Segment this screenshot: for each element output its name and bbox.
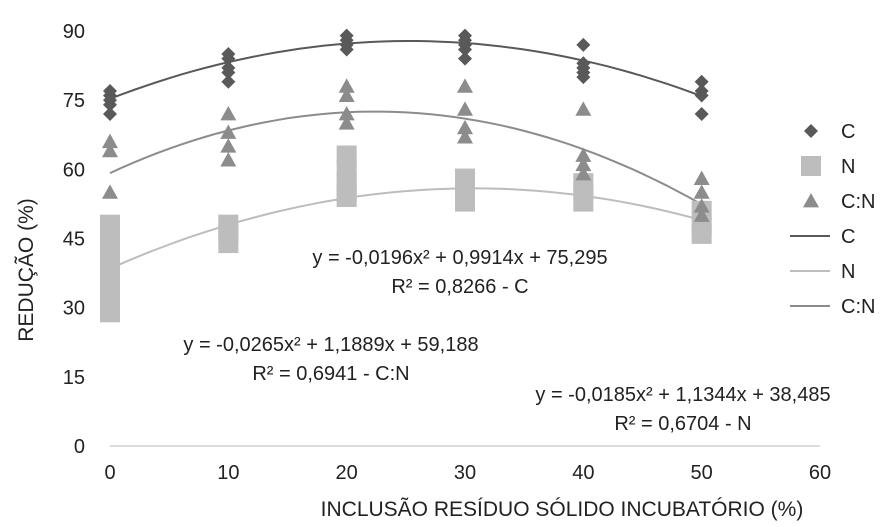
point-c (221, 74, 236, 89)
x-tick-label: 40 (572, 462, 594, 484)
point-c (694, 74, 709, 89)
point-cn (457, 78, 473, 93)
legend-label: C (841, 226, 855, 248)
point-n (691, 223, 712, 244)
point-c (576, 70, 591, 85)
point-cn (693, 207, 710, 222)
x-tick-label: 60 (809, 462, 831, 484)
x-tick-label: 30 (454, 462, 476, 484)
x-tick-label: 0 (104, 462, 115, 484)
point-n (218, 233, 239, 254)
point-n (100, 302, 120, 323)
y-tick-label: 15 (63, 367, 85, 389)
y-axis-label: REDUÇÃO (%) (14, 198, 38, 342)
legend-marker (804, 124, 818, 138)
point-cn (220, 152, 237, 167)
point-cn (575, 165, 592, 181)
point-cn (102, 133, 118, 149)
x-tick-labels: 0 10 20 30 40 50 60 (104, 462, 831, 484)
trend-lines (109, 40, 703, 270)
point-c (694, 107, 709, 121)
point-cn (575, 101, 592, 116)
point-cn (575, 156, 592, 172)
point-c (221, 51, 236, 66)
equation-c: y = -0,0196x² + 0,9914x + 75,295 (312, 247, 607, 269)
legend-label: N (841, 261, 855, 283)
point-cn (102, 184, 118, 199)
trendline-equations: y = -0,0196x² + 0,9914x + 75,295 R² = 0,… (183, 247, 830, 435)
x-tick-label: 10 (217, 462, 239, 484)
legend-label: C (841, 121, 855, 143)
point-n (455, 191, 475, 212)
y-tick-label: 90 (63, 21, 85, 43)
point-c (103, 97, 117, 112)
point-c (103, 107, 117, 121)
point-n (100, 270, 120, 290)
legend-label: C:N (841, 191, 875, 213)
point-n (573, 191, 594, 212)
point-cn (338, 115, 355, 130)
x-axis-label: INCLUSÃO RESÍDUO SÓLIDO INCUBATÓRIO (%) (321, 497, 804, 521)
point-cn (338, 78, 355, 93)
point-c (458, 42, 472, 57)
y-tick-label: 75 (63, 90, 85, 112)
point-cn (102, 142, 118, 158)
point-cn (338, 87, 355, 102)
point-cn (693, 184, 710, 199)
y-tick-labels: 0 15 30 45 60 75 90 (63, 21, 85, 458)
point-cn (457, 101, 473, 116)
y-tick-label: 0 (74, 436, 85, 458)
point-n (336, 187, 357, 207)
trendline-c (109, 40, 703, 100)
data-points (100, 28, 712, 323)
y-tick-label: 60 (63, 159, 85, 181)
point-cn (575, 147, 592, 162)
point-cn (693, 198, 710, 213)
point-cn (338, 106, 355, 121)
legend-marker (801, 156, 821, 176)
point-cn (457, 129, 473, 144)
point-c (339, 42, 354, 57)
point-c (458, 51, 472, 66)
point-c (694, 88, 709, 103)
point-cn (457, 119, 473, 135)
trendline-n (109, 187, 702, 270)
legend-marker (803, 193, 819, 208)
x-tick-label: 50 (691, 462, 713, 484)
point-cn (220, 124, 237, 139)
equation-n: y = -0,0185x² + 1,1344x + 38,485 (535, 384, 830, 406)
y-tick-label: 45 (63, 229, 85, 251)
x-tick-label: 20 (336, 462, 358, 484)
r2-c: R² = 0,8266 - C (391, 276, 528, 298)
legend-label: C:N (841, 296, 875, 318)
point-cn (693, 170, 710, 185)
y-tick-label: 30 (63, 298, 85, 320)
r2-cn: R² = 0,6941 - C:N (252, 363, 409, 385)
point-cn (220, 106, 237, 121)
equation-cn: y = -0,0265x² + 1,1889x + 59,188 (183, 334, 478, 356)
r2-n: R² = 0,6704 - N (614, 413, 751, 435)
point-cn (220, 138, 237, 153)
legend-label: N (841, 156, 855, 178)
point-c (576, 37, 591, 52)
trendline-cn (109, 110, 703, 206)
point-c (221, 65, 236, 80)
